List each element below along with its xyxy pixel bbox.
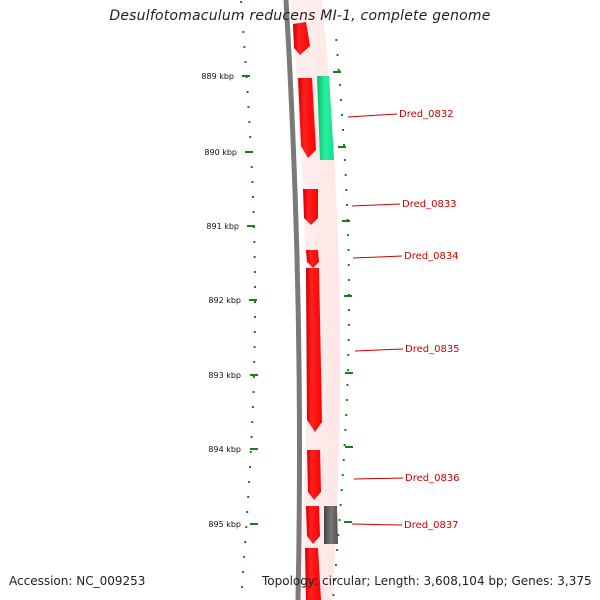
gene-label: Dred_0835	[405, 344, 460, 355]
leader-dred-0836	[353, 477, 404, 480]
gene-other-gray	[324, 506, 338, 544]
axis-label: 894 kbp	[208, 445, 241, 454]
leader-dred-0833	[351, 203, 401, 207]
gene-arrow-dred-0833	[303, 189, 318, 225]
gene-label-leaders	[347, 113, 404, 526]
gene-arrow-dred-0836	[307, 450, 321, 500]
leader-dred-0832	[347, 113, 398, 118]
gene-label: Dred_0832	[399, 109, 454, 120]
leader-dred-0837	[351, 523, 403, 526]
gene-label: Dred_0834	[404, 251, 459, 262]
gene-arrow-top	[293, 22, 310, 55]
topology-text: Topology: circular; Length: 3,608,104 bp…	[262, 574, 592, 588]
axis-label: 891 kbp	[206, 222, 239, 231]
gene-features	[293, 22, 338, 600]
gene-rna-dred-0832	[317, 76, 334, 160]
outer-tick-ring-left	[240, 1, 256, 588]
gene-arrow-dred-0837	[306, 506, 320, 544]
accession-text: Accession: NC_009253	[9, 574, 146, 588]
gene-arrow-dred-0831	[298, 78, 316, 158]
gene-label: Dred_0837	[404, 520, 459, 531]
gene-arrow-dred-0835	[306, 268, 322, 432]
leader-dred-0835	[354, 348, 404, 352]
axis-label: 893 kbp	[208, 371, 241, 380]
axis-label: 889 kbp	[201, 72, 234, 81]
gene-labels: Dred_0832 Dred_0833 Dred_0834 Dred_0835 …	[399, 109, 460, 531]
gene-label: Dred_0833	[402, 199, 457, 210]
gene-arrow-bottom	[305, 548, 321, 600]
leader-dred-0834	[352, 255, 403, 259]
gene-label: Dred_0836	[405, 473, 460, 484]
axis-label: 890 kbp	[204, 148, 237, 157]
axis-label: 895 kbp	[208, 520, 241, 529]
position-axis	[242, 71, 353, 525]
map-title: Desulfotomaculum reducens MI-1, complete…	[109, 8, 491, 24]
gene-arrow-dred-0834	[306, 250, 319, 268]
axis-labels: 889 kbp 890 kbp 891 kbp 892 kbp 893 kbp …	[201, 72, 241, 529]
axis-label: 892 kbp	[208, 296, 241, 305]
genome-backbone-arc	[283, 0, 302, 600]
